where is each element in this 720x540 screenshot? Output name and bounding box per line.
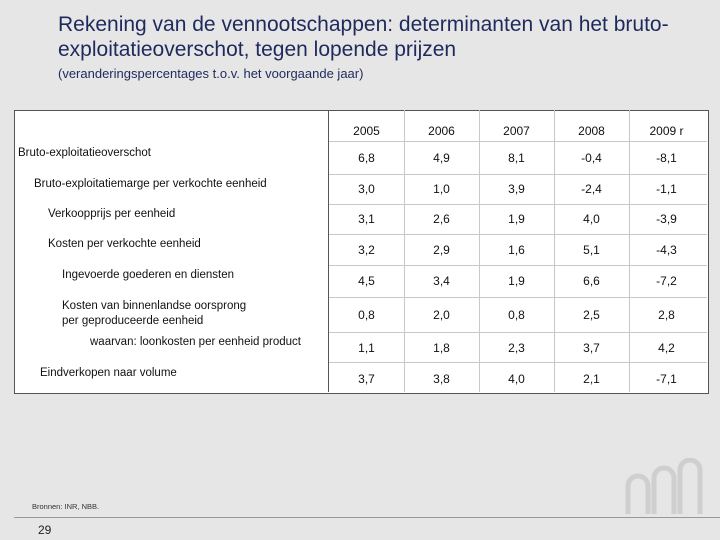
- column-divider: [479, 110, 480, 392]
- table-cell: 2,1: [583, 372, 600, 386]
- slide-subtitle: (veranderingspercentages t.o.v. het voor…: [58, 66, 364, 81]
- table-cell: 0,8: [358, 308, 375, 322]
- values-table: [328, 110, 708, 392]
- row-divider: [329, 234, 707, 235]
- row-label: Bruto-exploitatiemarge per verkochte een…: [34, 178, 267, 190]
- table-cell: 4,5: [358, 274, 375, 288]
- table-cell: 2,5: [583, 308, 600, 322]
- row-label: waarvan: loonkosten per eenheid product: [90, 336, 301, 348]
- row-label: Kosten van binnenlandse oorsprong: [62, 300, 247, 312]
- table-cell: 2,9: [433, 243, 450, 257]
- table-cell: 2,8: [658, 308, 675, 322]
- row-divider: [329, 174, 707, 175]
- row-divider: [329, 362, 707, 363]
- row-label: Verkoopprijs per eenheid: [48, 208, 176, 220]
- row-divider: [329, 265, 707, 266]
- column-header: 2006: [428, 124, 455, 138]
- table-cell: 3,1: [358, 212, 375, 226]
- table-cell: 3,0: [358, 182, 375, 196]
- column-divider: [404, 110, 405, 392]
- table-cell: 0,8: [508, 308, 525, 322]
- column-header: 2005: [353, 124, 380, 138]
- slide-title: Rekening van de vennootschappen: determi…: [58, 13, 669, 61]
- table-cell: 1,1: [358, 341, 375, 355]
- column-header: 2008: [578, 124, 605, 138]
- table-cell: 3,4: [433, 274, 450, 288]
- row-label: Ingevoerde goederen en diensten: [62, 269, 235, 281]
- table-cell: -0,4: [581, 151, 602, 165]
- table-cell: -4,3: [656, 243, 677, 257]
- table-cell: 4,2: [658, 341, 675, 355]
- table-cell: -2,4: [581, 182, 602, 196]
- column-divider: [554, 110, 555, 392]
- table-cell: 3,8: [433, 372, 450, 386]
- nbb-logo-icon: [625, 458, 703, 514]
- table-cell: -1,1: [656, 182, 677, 196]
- table-cell: 3,2: [358, 243, 375, 257]
- table-cell: 1,9: [508, 212, 525, 226]
- table-cell: 1,9: [508, 274, 525, 288]
- footer-divider: [14, 517, 720, 518]
- table-cell: -3,9: [656, 212, 677, 226]
- column-header: 2007: [503, 124, 530, 138]
- table-cell: 2,3: [508, 341, 525, 355]
- table-cell: 3,7: [358, 372, 375, 386]
- row-label: Kosten per verkochte eenheid: [48, 238, 201, 250]
- row-divider: [329, 141, 707, 142]
- table-cell: 4,0: [583, 212, 600, 226]
- row-divider: [329, 297, 707, 298]
- row-divider: [329, 332, 707, 333]
- table-cell: 2,0: [433, 308, 450, 322]
- table-cell: 1,6: [508, 243, 525, 257]
- source-note: Bronnen: INR, NBB.: [32, 502, 100, 511]
- table-cell: 4,9: [433, 151, 450, 165]
- row-label: Eindverkopen naar volume: [40, 367, 177, 379]
- column-header: 2009 r: [649, 124, 684, 138]
- table-cell: -8,1: [656, 151, 677, 165]
- table-cell: 6,8: [358, 151, 375, 165]
- page-number: 29: [38, 523, 52, 537]
- table-cell: 1,8: [433, 341, 450, 355]
- table-cell: 8,1: [508, 151, 525, 165]
- table-cell: 3,7: [583, 341, 600, 355]
- table-cell: 2,6: [433, 212, 450, 226]
- row-label: Bruto-exploitatieoverschot: [18, 147, 151, 159]
- row-label-continued: per geproduceerde eenheid: [62, 315, 204, 327]
- column-divider: [629, 110, 630, 392]
- table-cell: 6,6: [583, 274, 600, 288]
- table-cell: -7,1: [656, 372, 677, 386]
- row-divider: [329, 204, 707, 205]
- table-cell: 5,1: [583, 243, 600, 257]
- table-panel: [14, 110, 709, 394]
- table-cell: 4,0: [508, 372, 525, 386]
- table-cell: -7,2: [656, 274, 677, 288]
- table-cell: 1,0: [433, 182, 450, 196]
- table-cell: 3,9: [508, 182, 525, 196]
